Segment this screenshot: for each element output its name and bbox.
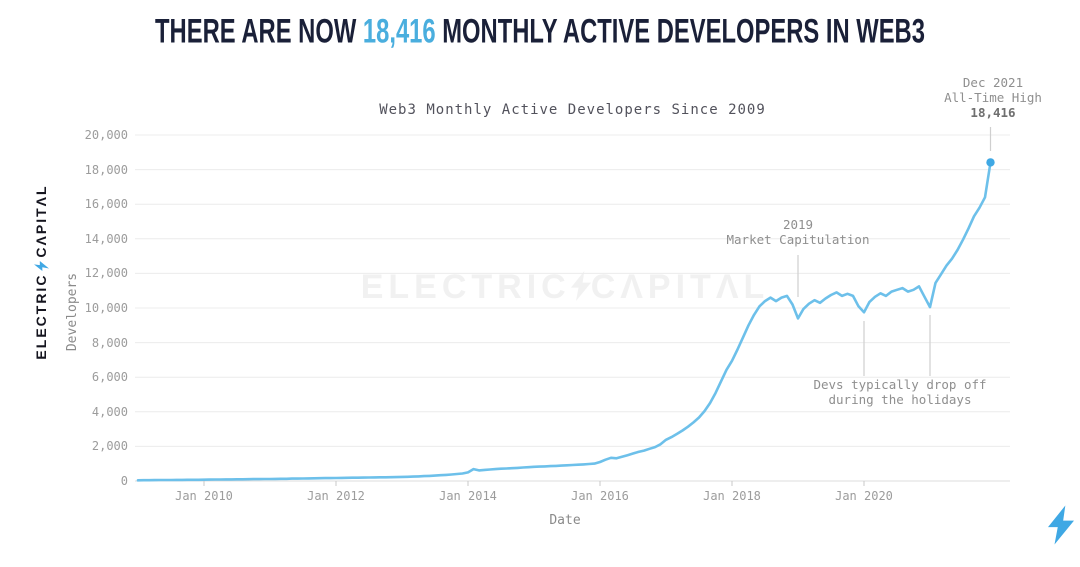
y-tick-label: 2,000 (91, 439, 128, 454)
x-tick-label: Jan 2018 (703, 489, 761, 503)
x-tick-label: Jan 2010 (175, 489, 233, 503)
annotation-line: 2019 (782, 217, 814, 232)
x-tick-label: Jan 2016 (571, 489, 629, 503)
electric-capital-logo: ELECTRIC CΛPITΛL (31, 112, 51, 432)
x-tick-label: Jan 2012 (307, 489, 365, 503)
y-tick-label: 4,000 (91, 404, 128, 419)
corner-lightning-bolt-icon (1048, 505, 1074, 545)
watermark: ELECTRIC CΛPITΛL (0, 268, 1080, 307)
annotation-line: Market Capitulation (726, 232, 870, 247)
y-tick-label: 20,000 (84, 128, 128, 142)
x-tick-label: Jan 2014 (439, 489, 497, 503)
x-tick-label: Jan 2020 (835, 489, 893, 503)
annotation-line: All-Time High (944, 90, 1042, 105)
annotation-line: Dec 2021 (962, 75, 1024, 90)
annotation-line: Devs typically drop off (813, 377, 987, 392)
title-highlight-number: 18,416 (362, 13, 436, 51)
y-tick-label: 16,000 (84, 197, 128, 212)
annotation-ath-value: 18,416 (970, 105, 1016, 120)
watermark-text-electric: ELECTRIC (360, 268, 571, 306)
series-line (136, 161, 992, 482)
lightning-bolt-icon (33, 260, 49, 271)
y-tick-label: 12,000 (84, 266, 128, 281)
y-tick-label: 8,000 (91, 335, 128, 350)
y-tick-label: 6,000 (91, 370, 128, 385)
chart-title: Web3 Monthly Active Developers Since 200… (379, 102, 766, 118)
annotation-all-time-high: Dec 2021 All-Time High 18,416 (903, 75, 1080, 120)
y-tick-label: 0 (120, 474, 128, 488)
x-axis-label: Date (549, 513, 581, 528)
y-tick-label: 14,000 (84, 231, 128, 246)
title-suffix: MONTHLY ACTIVE DEVELOPERS IN WEB3 (435, 13, 925, 51)
annotation-holiday-dropoff: Devs typically drop off during the holid… (790, 377, 1010, 407)
page-title: THERE ARE NOW 18,416 MONTHLY ACTIVE DEVE… (97, 13, 983, 52)
annotation-market-capitulation: 2019 Market Capitulation (688, 217, 908, 247)
y-tick-label: 18,000 (84, 162, 128, 177)
title-prefix: THERE ARE NOW (155, 13, 363, 51)
annotation-line: during the holidays (828, 392, 972, 407)
watermark-bolt-icon (570, 271, 591, 301)
endpoint-dot (986, 158, 995, 167)
watermark-text-capital: CΛPITΛL (590, 268, 770, 306)
y-tick-label: 10,000 (84, 301, 128, 315)
